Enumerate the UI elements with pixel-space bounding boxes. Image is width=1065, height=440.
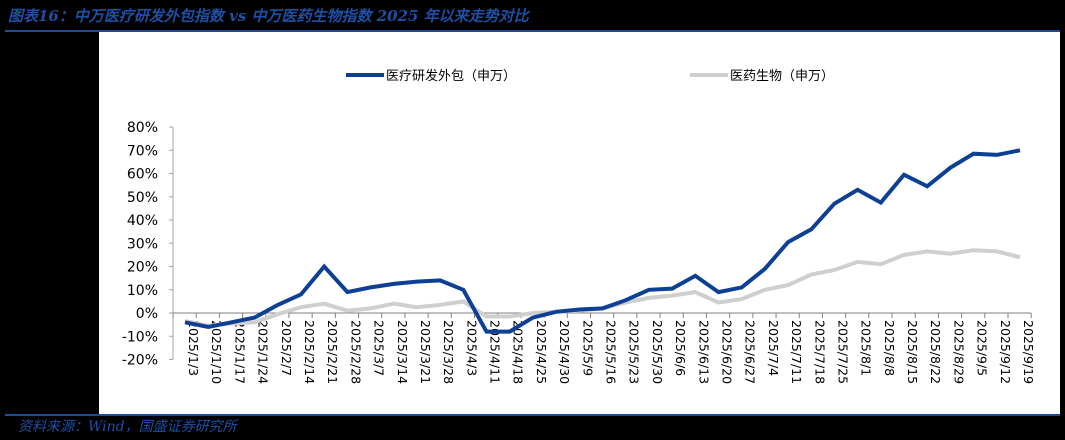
x-tick-label: 2025/4/18 [511, 320, 526, 384]
x-tick-label: 2025/8/15 [905, 320, 920, 384]
x-tick-label: 2025/1/17 [232, 320, 247, 384]
chart-panel [99, 32, 1060, 414]
y-tick-label: 40% [127, 213, 158, 229]
y-tick-label: 10% [127, 283, 158, 299]
x-tick-label: 2025/5/16 [604, 320, 619, 384]
footer-divider [5, 414, 1060, 416]
x-axis: 2025/1/3 2025/1/10 2025/1/17 2025/1/24 2025/… [172, 312, 1036, 384]
plot-lines [184, 148, 1021, 334]
legend: 医疗研发外包（申万） 医药生物（申万） [346, 68, 834, 84]
x-tick-label: 2025/7/18 [812, 320, 827, 384]
y-tick-label: -10% [122, 329, 158, 345]
x-tick-label: 2025/7/11 [789, 320, 804, 384]
y-axis: 80% 70% 60% 50% 40% 30% 20% 10% 0% -10% -20% [122, 120, 174, 369]
legend-label-1: 医疗研发外包（申万） [386, 68, 516, 84]
x-tick-label: 2025/3/14 [395, 320, 410, 384]
x-tick-label: 2025/4/25 [534, 320, 549, 384]
y-tick-label: 0% [136, 306, 158, 322]
x-tick-label: 2025/6/27 [743, 320, 758, 384]
x-tick-label: 2025/5/23 [627, 320, 642, 384]
x-tick-label: 2025/7/25 [835, 320, 850, 384]
source-note: 资料来源：Wind，国盛证券研究所 [18, 419, 237, 435]
x-tick-label: 2025/8/1 [859, 320, 874, 376]
y-tick-label: 50% [127, 190, 158, 206]
x-tick-label: 2025/1/24 [256, 320, 271, 384]
x-tick-label: 2025/9/5 [975, 320, 990, 376]
chart-title: 图表16：中万医疗研发外包指数 vs 中万医药生物指数 2025 年以来走势对比 [8, 7, 529, 25]
y-tick-label: 60% [127, 167, 158, 183]
x-tick-label: 2025/7/4 [766, 320, 781, 376]
x-tick-label: 2025/3/7 [372, 320, 387, 376]
series-line-cro [184, 148, 1021, 334]
y-tick-label: 30% [127, 236, 158, 252]
legend-label-2: 医药生物（申万） [730, 69, 834, 84]
x-tick-label: 2025/4/3 [464, 320, 479, 376]
x-tick-label: 2025/3/21 [418, 320, 433, 384]
x-tick-label: 2025/8/22 [928, 320, 943, 384]
x-tick-label: 2025/8/8 [882, 320, 897, 376]
y-tick-label: 80% [127, 120, 158, 136]
x-tick-label: 2025/2/7 [279, 320, 294, 376]
x-tick-label: 2025/1/10 [209, 320, 224, 384]
x-tick-label: 2025/6/13 [696, 320, 711, 384]
x-tick-label: 2025/9/12 [998, 320, 1013, 384]
x-tick-label: 2025/4/11 [488, 320, 503, 384]
y-tick-label: 70% [127, 143, 158, 159]
x-tick-label: 2025/3/28 [441, 320, 456, 384]
x-tick-label: 2025/5/30 [650, 320, 665, 384]
x-tick-label: 2025/5/9 [580, 320, 595, 376]
x-tick-label: 2025/9/19 [1021, 320, 1036, 384]
x-tick-label: 2025/1/3 [186, 320, 201, 376]
series-line-pharma [184, 248, 1021, 328]
x-tick-label: 2025/4/30 [557, 320, 572, 384]
x-tick-label: 2025/8/29 [951, 320, 966, 384]
x-tick-label: 2025/2/21 [325, 320, 340, 384]
x-tick-label: 2025/6/6 [673, 320, 688, 376]
title-divider [5, 30, 1060, 32]
x-tick-label: 2025/2/14 [302, 320, 317, 384]
y-tick-label: 20% [127, 260, 158, 276]
x-tick-label: 2025/6/20 [719, 320, 734, 384]
y-tick-label: -20% [122, 353, 158, 369]
x-tick-label: 2025/2/28 [348, 320, 363, 384]
